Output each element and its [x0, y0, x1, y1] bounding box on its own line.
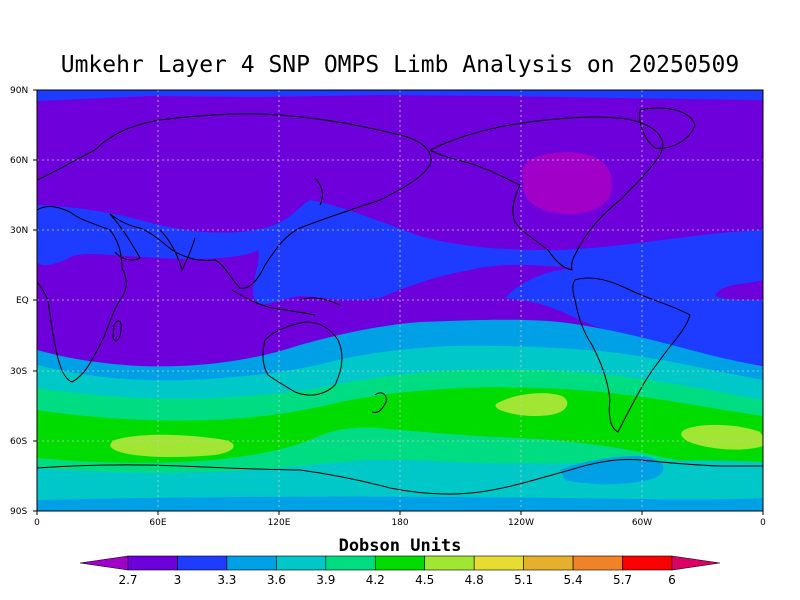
coastline-north-america [429, 116, 663, 271]
lon-axis [36, 511, 764, 515]
lon-label: 60W [632, 518, 652, 528]
colorbar-tick-label: 3.3 [217, 573, 236, 587]
coastline-africa [37, 206, 127, 383]
coastline-madagascar [112, 320, 122, 342]
coastline-new-zealand [371, 392, 387, 413]
coastline-antarctica [37, 459, 763, 495]
coastline-australia [262, 321, 343, 396]
colorbar-swatch [572, 555, 623, 571]
colorbar-swatch [276, 555, 327, 571]
colorbar-swatch [473, 555, 524, 571]
lat-label: 60S [10, 437, 27, 447]
contour-max-south-pacific [495, 393, 568, 417]
lat-axis [33, 89, 37, 512]
colorbar-swatch [127, 555, 178, 571]
contour-field [37, 90, 763, 511]
lat-label: 30N [10, 226, 28, 236]
coastlines [37, 107, 763, 495]
coastline-south-america [572, 277, 691, 433]
colorbar-title: Dobson Units [338, 536, 462, 556]
coastline-india [159, 229, 196, 272]
lon-label: 120E [268, 518, 291, 528]
colorbar-swatch [177, 555, 228, 571]
colorbar-tick-label: 3 [174, 573, 182, 587]
colorbar-tick-label: 3.9 [316, 573, 335, 587]
coastline-greenland [639, 107, 696, 149]
lat-label: 90N [10, 86, 28, 96]
colorbar-swatch [523, 555, 574, 571]
colorbar-swatch [325, 555, 376, 571]
contour-band-antarctic-blue [560, 456, 664, 485]
lon-label: 0 [34, 518, 40, 528]
lon-label: 120W [508, 518, 534, 528]
colorbar [79, 555, 721, 571]
colorbar-over-arrow [671, 555, 721, 571]
colorbar-tick-label: 4.2 [366, 573, 385, 587]
colorbar-swatch [374, 555, 426, 571]
contour-max-indian-ocean [110, 434, 234, 457]
lon-label: 60E [149, 518, 166, 528]
lat-label: EQ [16, 296, 29, 306]
lat-label: 30S [10, 367, 27, 377]
lon-label: 0 [760, 518, 766, 528]
colorbar-tick-label: 2.7 [118, 573, 137, 587]
lat-label: 90S [10, 507, 27, 517]
lon-label: 180 [391, 518, 408, 528]
contour-band-indian-purple [37, 271, 266, 355]
coastline-arabia [109, 213, 141, 261]
coastline-japan [314, 177, 323, 206]
contour-band-tropical-blue [37, 200, 763, 365]
contour-max-south-atlantic [681, 424, 763, 450]
colorbar-ticks: 2.7 3 3.3 3.6 3.9 4.2 4.5 4.8 5.1 5.4 5.7 6 [118, 573, 675, 587]
colorbar-tick-label: 6 [668, 573, 676, 587]
colorbar-swatch [424, 555, 475, 571]
contour-min-north-america [522, 152, 612, 215]
colorbar-tick-label: 5.4 [564, 573, 583, 587]
lat-label: 60N [10, 156, 28, 166]
contour-band-north-polar [37, 90, 763, 101]
coastline-eurasia [37, 113, 432, 289]
colorbar-tick-label: 4.8 [465, 573, 484, 587]
colorbar-tick-label: 5.7 [613, 573, 632, 587]
colorbar-tick-label: 4.5 [415, 573, 434, 587]
coastline-indonesia [231, 289, 341, 316]
colorbar-under-arrow [79, 555, 129, 571]
colorbar-swatch [226, 555, 277, 571]
colorbar-tick-label: 3.6 [267, 573, 286, 587]
map-title: Umkehr Layer 4 SNP OMPS Limb Analysis on… [60, 52, 740, 78]
colorbar-swatch [622, 555, 673, 571]
colorbar-tick-label: 5.1 [514, 573, 533, 587]
graticule [37, 90, 763, 511]
contour-band-southpole [37, 496, 763, 511]
